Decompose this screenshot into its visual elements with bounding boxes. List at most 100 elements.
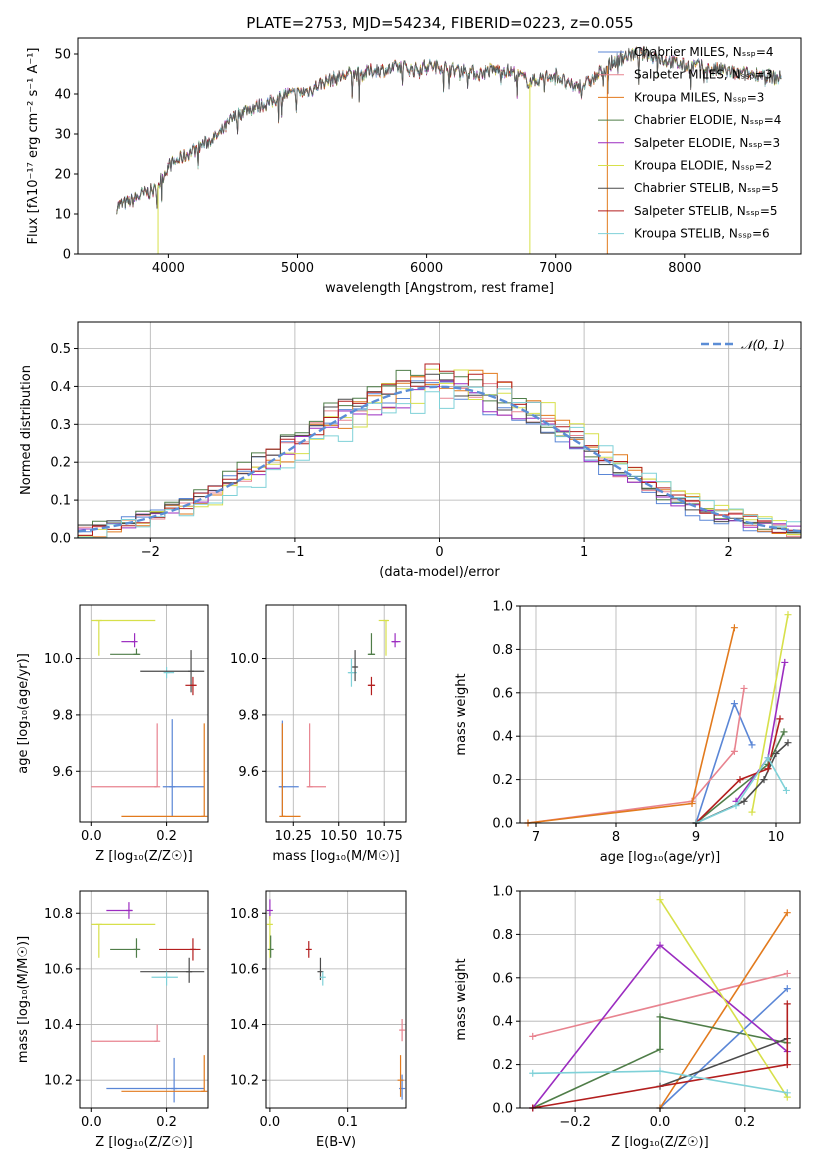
y-tick-label: 0: [63, 248, 71, 263]
x-tick-label: 7000: [539, 261, 572, 276]
y-tick-label: 0.4: [492, 1015, 513, 1030]
legend-label-chabrier-stelib: Chabrier STELIB, Nₛₛₚ=5: [634, 181, 779, 195]
y-axis-label: age [log₁₀(age/yr)]: [16, 653, 31, 774]
errorbar-chabrier-elodie: [110, 938, 141, 958]
plot-area-mass_vs_Z: [91, 902, 208, 1103]
errorbar-kroupa-miles: [397, 1055, 404, 1097]
errorbar-chabrier-miles: [162, 719, 205, 817]
errorbar-chabrier-stelib: [140, 650, 205, 693]
errorbar-kroupa-miles: [121, 723, 208, 817]
x-axis-label: (data-model)/error: [379, 565, 500, 580]
y-tick-label: 0.2: [492, 1058, 513, 1073]
weight-line-kroupa-elodie: [659, 899, 788, 1098]
y-axis-label: Normed distribution: [19, 365, 34, 495]
axes-frame: [265, 890, 407, 1109]
errorbar-salpeter-stelib: [305, 941, 312, 958]
y-tick-label: 0.6: [492, 686, 513, 701]
errorbar-kroupa-miles: [121, 1055, 208, 1092]
x-tick-label: 10: [768, 830, 785, 845]
weight-marker: [748, 741, 756, 749]
y-tick-label: 9.8: [52, 708, 73, 723]
legend-label-kroupa-stelib: Kroupa STELIB, Nₛₛₚ=6: [634, 227, 770, 241]
x-tick-label: −1: [285, 545, 304, 560]
histogram-salpeter-stelib: [77, 363, 801, 538]
normal-curve: [77, 385, 802, 533]
weight-marker: [740, 797, 748, 805]
y-tick-label: 0.0: [492, 817, 513, 832]
plot-area-age_vs_mass: [278, 619, 401, 817]
weight-marker: [783, 909, 791, 917]
weight-line-chabrier-miles: [659, 988, 788, 1109]
x-tick-label: 8000: [668, 261, 701, 276]
panel-weight_vs_Z: −0.2 0.0 0.2 0.0 0.2 0.4 0.6 0.8 1.0 Z [log₁₀(Z/Z…: [454, 885, 801, 1150]
panel-age_vs_mass: 10.25 10.50 10.75 9.6 9.8 10.0 mass [log₁₀(M/M…: [230, 604, 407, 864]
x-tick-label: 4000: [152, 261, 185, 276]
errorbar-salpeter-stelib: [159, 938, 201, 961]
y-tick-label: 10.6: [230, 962, 259, 977]
x-axis-label: E(B-V): [316, 1135, 356, 1150]
legend-label-salpeter-elodie: Salpeter ELODIE, Nₛₛₚ=3: [634, 136, 780, 150]
errorbar-kroupa-elodie: [266, 916, 273, 958]
errorbar-salpeter-miles: [399, 1018, 406, 1042]
weight-line-kroupa-elodie: [751, 614, 789, 813]
y-tick-label: 10.2: [230, 1074, 259, 1089]
y-tick-label: 0.4: [492, 730, 513, 745]
weight-marker: [783, 1061, 791, 1069]
x-axis-label: Z [log₁₀(Z/Z☉)]: [95, 849, 192, 864]
weight-marker: [656, 941, 664, 949]
errorbar-salpeter-miles: [91, 1024, 161, 1042]
panel-spectrum: 4000 5000 6000 7000 8000 0 10 20 30 40 50 wavelengt…: [26, 37, 802, 296]
x-tick-label: −0.2: [559, 1115, 591, 1130]
weight-marker: [782, 786, 790, 794]
legend-label-chabrier-miles: Chabrier MILES, Nₛₛₚ=4: [634, 45, 774, 59]
weight-marker: [783, 1089, 791, 1097]
errorbar-salpeter-elodie: [391, 633, 401, 648]
errorbar-kroupa-stelib: [163, 667, 175, 679]
weight-marker: [730, 700, 738, 708]
plot-area-residuals: [77, 363, 802, 539]
weight-marker: [784, 611, 792, 619]
x-tick-label: 6000: [410, 261, 443, 276]
x-axis-label: age [log₁₀(age/yr)]: [600, 850, 721, 865]
x-tick-label: 2: [725, 545, 733, 560]
legend-label-chabrier-elodie: Chabrier ELODIE, Nₛₛₚ=4: [634, 113, 781, 127]
panel-age_vs_Z: 0.0 0.2 9.6 9.8 10.0 Z [log₁₀(Z/Z☉)] age [log₁…: [16, 604, 209, 864]
y-tick-label: 0.2: [50, 456, 71, 471]
errorbar-salpeter-elodie: [121, 633, 138, 648]
weight-marker: [688, 799, 696, 807]
legend-label-salpeter-stelib: Salpeter STELIB, Nₛₛₚ=5: [634, 204, 778, 218]
errorbar-salpeter-elodie: [266, 899, 273, 919]
y-tick-label: 20: [54, 168, 71, 183]
weight-marker: [783, 969, 791, 977]
plot-area-weight_vs_Z: [529, 896, 791, 1112]
legend-label-kroupa-elodie: Kroupa ELODIE, Nₛₛₚ=2: [634, 159, 772, 173]
legend-label-salpeter-miles: Salpeter MILES, Nₛₛₚ=3: [634, 68, 772, 82]
y-tick-label: 0.0: [492, 1102, 513, 1117]
legend-label-normal: 𝒩(0, 1): [741, 338, 785, 352]
errorbar-salpeter-stelib: [185, 676, 197, 696]
weight-marker: [784, 739, 792, 747]
weight-marker: [783, 985, 791, 993]
weight-line-chabrier-stelib: [659, 1037, 788, 1088]
y-tick-label: 50: [54, 48, 71, 63]
weight-marker: [740, 684, 748, 692]
errorbar-kroupa-stelib: [151, 971, 178, 986]
weight-marker: [656, 896, 664, 904]
x-tick-label: 7: [532, 830, 540, 845]
weight-marker: [748, 808, 756, 816]
x-axis-label: wavelength [Angstrom, rest frame]: [325, 281, 554, 296]
x-tick-label: 0.1: [337, 1115, 358, 1130]
panel-mass_vs_Z: 0.0 0.2 10.2 10.4 10.6 10.8 Z [log₁₀(Z/Z☉)] mas…: [16, 890, 209, 1150]
plot-area-mass_vs_ebv: [266, 899, 406, 1100]
plot-area-age_vs_Z: [91, 619, 208, 817]
errorbar-chabrier-elodie: [110, 648, 141, 655]
y-tick-label: 10.4: [230, 1018, 259, 1033]
plot-area-weight_vs_age: [524, 611, 792, 827]
y-tick-label: 10.8: [230, 907, 259, 922]
legend-label-kroupa-miles: Kroupa MILES, Nₛₛₚ=3: [634, 90, 764, 104]
errorbar-chabrier-stelib: [352, 650, 359, 682]
y-tick-label: 9.8: [238, 708, 259, 723]
x-tick-label: 10.75: [366, 829, 403, 844]
weight-marker: [736, 776, 744, 784]
errorbar-kroupa-elodie: [378, 619, 389, 656]
